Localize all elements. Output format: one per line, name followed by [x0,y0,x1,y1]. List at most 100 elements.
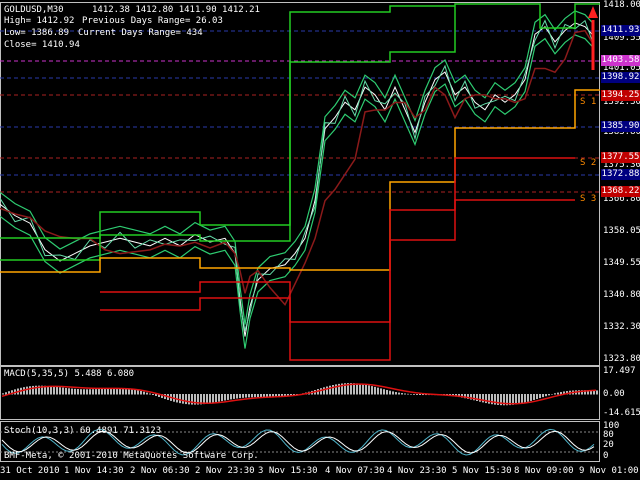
macd-histogram-bar [383,389,385,395]
time-axis-label: 9 Nov 01:00 [579,466,639,476]
macd-histogram-bar [485,394,487,404]
macd-histogram-bar [188,394,190,405]
macd-histogram-bar [113,388,115,395]
macd-histogram-bar [2,393,4,395]
macd-histogram-bar [404,393,406,395]
macd-signal-line [1,383,597,405]
macd-histogram-bar [98,388,100,395]
macd-histogram-bar [248,394,250,398]
macd-histogram-bar [44,385,46,395]
stoch-scale-label: 0 [603,451,609,461]
macd-histogram-bar [140,390,142,395]
macd-histogram-bar [155,394,157,396]
price-scale-label: 1418.00 [603,0,640,10]
time-axis-label: 5 Nov 15:30 [452,466,512,476]
macd-histogram-bar [410,394,412,395]
macd-histogram-bar [50,386,52,395]
macd-histogram-bar [278,394,280,398]
macd-histogram-bar [101,388,103,395]
price-scale-label: 1366.80 [603,194,640,204]
macd-histogram-bar [560,391,562,395]
price-scale-label: 1375.30 [603,160,640,170]
macd-histogram-bar [521,394,523,404]
macd-histogram-bar [245,394,247,398]
macd-histogram-bar [182,394,184,404]
macd-histogram-bar [356,383,358,395]
macd-histogram-bar [350,383,352,395]
macd-histogram-bar [83,389,85,395]
macd-histogram-bar [320,388,322,395]
macd-histogram-bar [371,386,373,395]
high-value: High= 1412.92 [4,16,75,26]
macd-histogram-bar [416,394,418,395]
time-axis-label: 31 Oct 2010 [0,466,60,476]
macd-histogram-bar [470,394,472,400]
macd-histogram-bar [236,394,238,399]
macd-histogram-bar [41,385,43,395]
macd-histogram-bar [488,394,490,404]
macd-histogram-bar [266,394,268,398]
price-scale-label: 1323.80 [603,354,640,364]
close-value: Close= 1410.94 [4,40,80,50]
macd-histogram-bar [359,383,361,395]
macd-histogram-bar [467,394,469,399]
macd-histogram-bar [203,394,205,405]
macd-histogram-bar [557,392,559,395]
macd-histogram-bar [134,389,136,395]
macd-histogram-bar [344,383,346,395]
macd-histogram-bar [95,389,97,395]
macd-histogram-bar [530,394,532,401]
macd-histogram-bar [200,394,202,405]
macd-histogram-bar [143,391,145,395]
red-pivot-line [100,199,575,361]
macd-histogram-bar [362,384,364,395]
copyright-watermark: BMF-Meta, © 2001-2010 MetaQuotes Softwar… [4,451,259,461]
macd-histogram-bar [284,394,286,397]
macd-histogram-bar [329,385,331,395]
support-label-s3: S 3 [580,194,597,204]
macd-histogram-bar [218,394,220,402]
macd-histogram-bar [473,394,475,401]
macd-histogram-bar [512,394,514,405]
macd-histogram-bar [233,394,235,399]
macd-histogram-bar [47,385,49,395]
macd-histogram-bar [227,394,229,400]
macd-histogram-bar [62,387,64,395]
macd-histogram-bar [269,394,271,398]
macd-histogram-bar [497,394,499,405]
stoch-label: Stoch(10,3,3) 60.4891 71.3123 [4,426,162,436]
bollinger-upper [0,10,593,325]
macd-histogram-bar [116,388,118,395]
macd-histogram-bar [194,394,196,405]
macd-histogram-bar [377,387,379,395]
stoch-scale-label: 80 [603,430,614,440]
macd-histogram-bar [263,394,265,398]
macd-histogram-bar [335,384,337,395]
macd-histogram-bar [365,384,367,395]
macd-histogram-bar [584,390,586,395]
time-axis-label: 3 Nov 15:30 [258,466,318,476]
macd-histogram-bar [341,383,343,395]
support-label-s1: S 1 [580,97,597,107]
macd-histogram-bar [89,389,91,395]
macd-histogram-bar [596,390,598,395]
time-axis-label: 4 Nov 23:30 [387,466,447,476]
stochastic-panel[interactable] [0,421,600,462]
symbol-timeframe: GOLDUSD,M30 [4,5,64,15]
macd-histogram-bar [122,388,124,395]
macd-histogram-bar [32,385,34,395]
macd-histogram-bar [86,389,88,395]
macd-histogram-bar [125,388,127,395]
macd-histogram-bar [593,390,595,395]
macd-histogram-bar [413,394,415,395]
macd-histogram-bar [536,394,538,400]
macd-histogram-bar [80,389,82,395]
macd-histogram-bar [347,383,349,395]
macd-histogram-bar [464,394,466,399]
macd-histogram-bar [422,394,424,396]
price-level-tag: 1394.25 [601,90,640,101]
macd-histogram-bar [107,388,109,395]
time-axis-label: 8 Nov 09:00 [514,466,574,476]
macd-scale-label: 17.497 [603,366,636,376]
